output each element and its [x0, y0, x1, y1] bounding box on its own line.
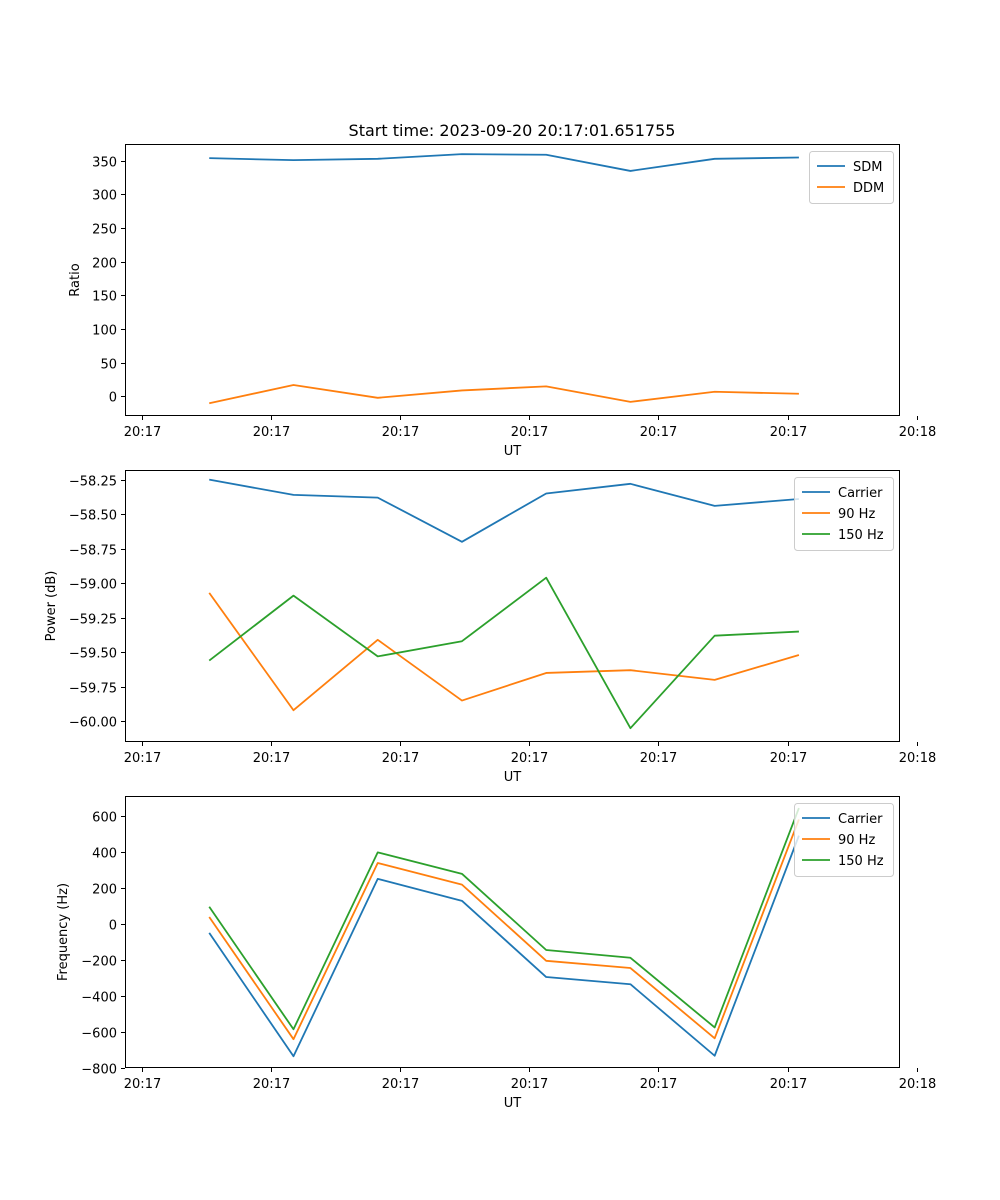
x-tick-label-1-6: 20:17: [770, 425, 807, 440]
y-tick-label-1-4: 150: [92, 290, 117, 305]
chart-title: Start time: 2023-09-20 20:17:01.651755: [349, 121, 676, 140]
y-axis-label-1: Ratio: [68, 263, 83, 296]
y-tick-label-1-6: 250: [92, 223, 117, 238]
series-line-3-2: [208, 819, 800, 1041]
legend-3: [794, 803, 894, 877]
y-tick-label-2-7: −58.50: [69, 509, 117, 524]
y-tick-label-3-8: 600: [92, 811, 117, 826]
x-axis-label-3: UT: [504, 1096, 522, 1111]
y-tick-label-2-3: −59.50: [69, 647, 117, 662]
y-tick-label-1-3: 100: [92, 324, 117, 339]
y-tick-label-2-5: −59.00: [69, 578, 117, 593]
x-tick-label-3-2: 20:17: [253, 1077, 290, 1092]
legend-label-3-3: 150 Hz: [838, 854, 884, 869]
y-axis-label-3: Frequency (Hz): [56, 883, 71, 981]
y-tick-label-1-8: 350: [92, 156, 117, 171]
series-line-3-1: [208, 835, 800, 1058]
series-line-2-2: [208, 592, 800, 712]
legend-label-1-1: SDM: [853, 160, 882, 175]
x-tick-label-2-5: 20:17: [640, 751, 677, 766]
legend-label-2-3: 150 Hz: [838, 528, 884, 543]
x-tick-label-2-1: 20:17: [124, 751, 161, 766]
plot-frame-2: [125, 470, 900, 742]
x-tick-label-1-2: 20:17: [253, 425, 290, 440]
x-tick-label-1-3: 20:17: [382, 425, 419, 440]
x-tick-label-3-1: 20:17: [124, 1077, 161, 1092]
y-tick-label-3-3: −400: [81, 991, 117, 1006]
legend-label-2-1: Carrier: [838, 486, 883, 501]
x-tick-label-3-5: 20:17: [640, 1077, 677, 1092]
y-tick-label-3-2: −600: [81, 1027, 117, 1042]
x-axis-label-1: UT: [504, 444, 522, 459]
x-tick-label-2-3: 20:17: [382, 751, 419, 766]
legend-2: [794, 477, 894, 551]
x-axis-label-2: UT: [504, 770, 522, 785]
x-tick-label-1-5: 20:17: [640, 425, 677, 440]
y-tick-label-2-8: −58.25: [69, 475, 117, 490]
x-tick-label-2-4: 20:17: [511, 751, 548, 766]
y-tick-label-2-4: −59.25: [69, 613, 117, 628]
x-tick-label-3-3: 20:17: [382, 1077, 419, 1092]
y-tick-label-3-1: −800: [81, 1063, 117, 1078]
plot-frame-3: [125, 796, 900, 1068]
series-line-2-1: [209, 478, 799, 543]
x-tick-label-1-4: 20:17: [511, 425, 548, 440]
series-line-1-2: [209, 384, 799, 405]
y-tick-label-1-7: 300: [92, 189, 117, 204]
legend-label-3-1: Carrier: [838, 812, 883, 827]
legend-label-3-2: 90 Hz: [838, 833, 875, 848]
y-tick-label-2-6: −58.75: [69, 544, 117, 559]
plot-frame-1: [125, 144, 900, 416]
x-tick-label-3-4: 20:17: [511, 1077, 548, 1092]
y-tick-label-3-6: 200: [92, 883, 117, 898]
y-tick-label-2-1: −60.00: [69, 716, 117, 731]
series-line-1-1: [209, 153, 799, 172]
x-tick-label-2-2: 20:17: [253, 751, 290, 766]
legend-1: [809, 151, 894, 204]
legend-label-2-2: 90 Hz: [838, 507, 875, 522]
y-tick-label-1-1: 0: [109, 391, 117, 406]
y-tick-label-1-2: 50: [100, 358, 117, 373]
x-tick-label-2-7: 20:18: [899, 751, 936, 766]
legend-label-1-2: DDM: [853, 181, 884, 196]
x-tick-label-1-1: 20:17: [124, 425, 161, 440]
y-tick-label-1-5: 200: [92, 257, 117, 272]
x-tick-label-3-7: 20:18: [899, 1077, 936, 1092]
y-axis-label-2: Power (dB): [44, 571, 59, 642]
series-line-3-3: [208, 807, 800, 1031]
x-tick-label-1-7: 20:18: [899, 425, 936, 440]
y-tick-label-3-5: 0: [109, 919, 117, 934]
y-tick-label-2-2: −59.75: [69, 682, 117, 697]
y-tick-label-3-7: 400: [92, 847, 117, 862]
series-line-2-3: [208, 576, 799, 730]
x-tick-label-3-6: 20:17: [770, 1077, 807, 1092]
x-tick-label-2-6: 20:17: [770, 751, 807, 766]
y-tick-label-3-4: −200: [81, 955, 117, 970]
